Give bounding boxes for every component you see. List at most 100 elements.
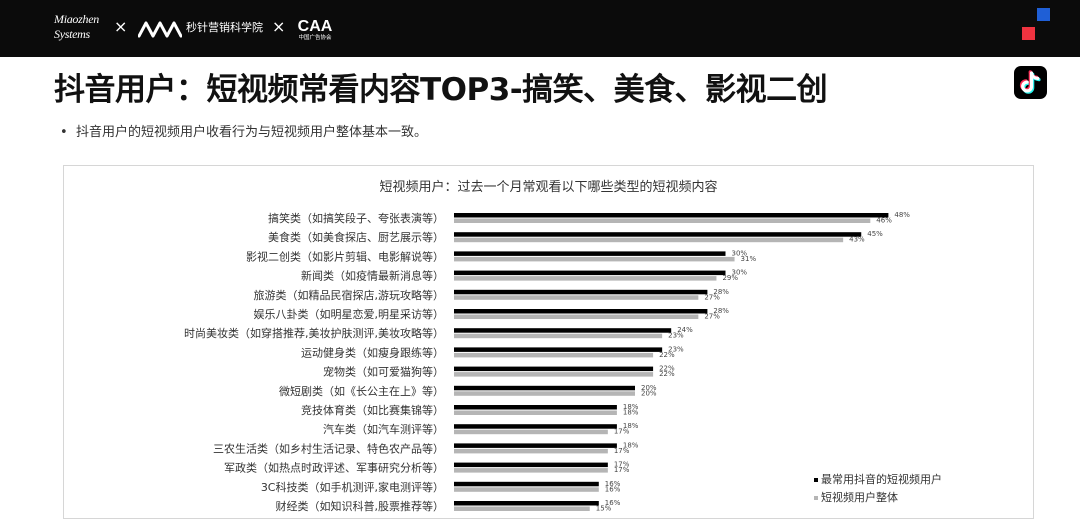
data-label-douyin: 17% [614,461,630,469]
academy-name: 秒针营销科学院 [186,21,263,34]
legend-swatch-douyin [814,478,818,482]
category-label: 运动健身类（如瘦身跟练等） [301,345,444,359]
data-label-overall: 20% [641,389,657,397]
bar-overall-users [454,333,663,339]
bar-overall-users [454,448,608,454]
data-label-overall: 31% [741,255,757,263]
chart-title: 短视频用户：过去一个月常观看以下哪些类型的短视频内容 [379,180,718,195]
bar-overall-users [454,352,654,358]
data-label-douyin: 18% [623,422,639,430]
legend-label-overall: 短视频用户整体 [821,491,898,504]
accent-square-blue [1037,8,1050,21]
category-label: 竞技体育类（如比赛集锦等） [301,403,444,417]
bar-chart: 搞笑类（如搞笑段子、夸张表演等） 48%46% 美食类（如美食探店、厨艺展示等） 45… [184,211,910,513]
legend-label-douyin: 最常用抖音的短视频用户 [821,473,942,486]
category-label: 汽车类（如汽车测评等） [323,422,444,436]
category-label: 美食类（如美食探店、厨艺展示等） [268,230,444,244]
bar-douyin-users [454,501,599,506]
chart-panel: 短视频用户：过去一个月常观看以下哪些类型的短视频内容 搞笑类（如搞笑段子、夸张表… [63,165,1034,519]
category-label: 军政类（如热点时政评述、军事研究分析等） [224,461,444,475]
data-label-overall: 17% [614,447,630,455]
data-label-overall: 18% [623,409,639,417]
legend-item-overall: 短视频用户整体 [814,490,942,506]
category-label: 娱乐八卦类（如明星恋爱,明星采访等） [254,307,445,321]
data-label-douyin: 30% [732,249,748,257]
category-label: 时尚美妆类（如穿搭推荐,美妆护肤测评,美妆攻略等） [184,326,444,340]
miaozhen-logo-line2: Systems [54,27,90,41]
bar-overall-users [454,372,654,377]
data-label-douyin: 28% [713,288,729,296]
data-label-overall: 46% [876,217,892,225]
miaozhen-logo: Miaozhen Systems [54,12,110,42]
caa-subtitle: 中国广告协会 [298,35,332,41]
data-label-overall: 17% [614,466,630,474]
legend-item-douyin: 最常用抖音的短视频用户 [814,472,942,488]
bar-douyin-users [454,405,617,410]
category-label: 搞笑类（如搞笑段子、夸张表演等） [268,211,444,225]
data-label-overall: 17% [614,428,630,436]
data-label-overall: 15% [596,505,612,513]
bar-douyin-users [454,232,862,237]
bullet-marker: • [60,125,68,140]
data-label-douyin: 24% [677,326,693,334]
bar-douyin-users [454,347,663,352]
logo-separator: × [114,17,128,36]
data-label-douyin: 16% [605,480,621,488]
page-title: 抖音用户：短视频常看内容TOP3-搞笑、美食、影视二创 [54,72,828,108]
bar-douyin-users [454,366,654,372]
data-label-douyin: 48% [894,211,910,219]
accent-square-red [1022,27,1035,40]
data-label-overall: 43% [849,236,865,244]
data-label-douyin: 18% [623,403,639,411]
category-label: 财经类（如知识科普,股票推荐等） [276,499,445,513]
data-label-overall: 27% [704,293,720,301]
bar-overall-users [454,429,608,435]
bar-douyin-users [454,309,708,314]
data-label-douyin: 45% [867,230,883,238]
bar-douyin-users [454,328,672,333]
data-label-douyin: 22% [659,365,675,373]
bar-overall-users [454,256,735,262]
bar-overall-users [454,468,608,473]
bar-overall-users [454,218,871,223]
bar-overall-users [454,391,635,396]
data-label-overall: 27% [704,313,720,321]
data-label-overall: 16% [605,485,621,493]
bar-overall-users [454,237,844,243]
logo-separator: × [272,17,286,36]
category-label: 宠物类（如可爱猫狗等） [323,365,444,379]
chart-legend: 最常用抖音的短视频用户 短视频用户整体 [814,472,942,508]
bar-overall-users [454,314,699,319]
data-label-overall: 23% [668,332,684,340]
data-label-douyin: 28% [713,307,729,315]
category-label: 新闻类（如疫情最新消息等） [301,269,444,283]
bar-overall-users [454,276,717,281]
data-label-overall: 22% [659,370,675,378]
caa-logo: CAA [298,18,333,35]
bar-douyin-users [454,385,635,391]
data-label-douyin: 18% [623,441,639,449]
data-label-douyin: 23% [668,345,684,353]
data-label-overall: 29% [722,274,738,282]
tiktok-icon [1014,66,1047,99]
category-label: 影视二创类（如影片剪辑、电影解说等） [246,249,444,263]
summary-bullet: 抖音用户的短视频用户收看行为与短视频用户整体基本一致。 [76,125,428,140]
caa-logo-text: CAA [298,18,333,35]
bar-douyin-users [454,481,599,487]
bar-douyin-users [454,251,726,256]
category-label: 3C科技类（如手机测评,家电测评等） [261,480,444,494]
academy-wave-icon [138,21,182,38]
bar-douyin-users [454,213,889,218]
category-label: 旅游类（如精品民宿探店,游玩攻略等） [254,288,445,302]
bar-overall-users [454,506,590,511]
legend-swatch-overall [814,496,818,500]
data-label-overall: 22% [659,351,675,359]
header-bar: Miaozhen Systems × 秒针营销科学院 × CAA 中国广告协会 [0,0,1080,57]
bar-douyin-users [454,462,608,468]
data-label-douyin: 20% [641,384,657,392]
data-label-douyin: 30% [732,269,748,277]
category-label: 三农生活类（如乡村生活记录、特色农产品等） [213,441,444,455]
bar-douyin-users [454,424,617,429]
miaozhen-logo-line1: Miaozhen [54,12,99,26]
bar-douyin-users [454,443,617,448]
